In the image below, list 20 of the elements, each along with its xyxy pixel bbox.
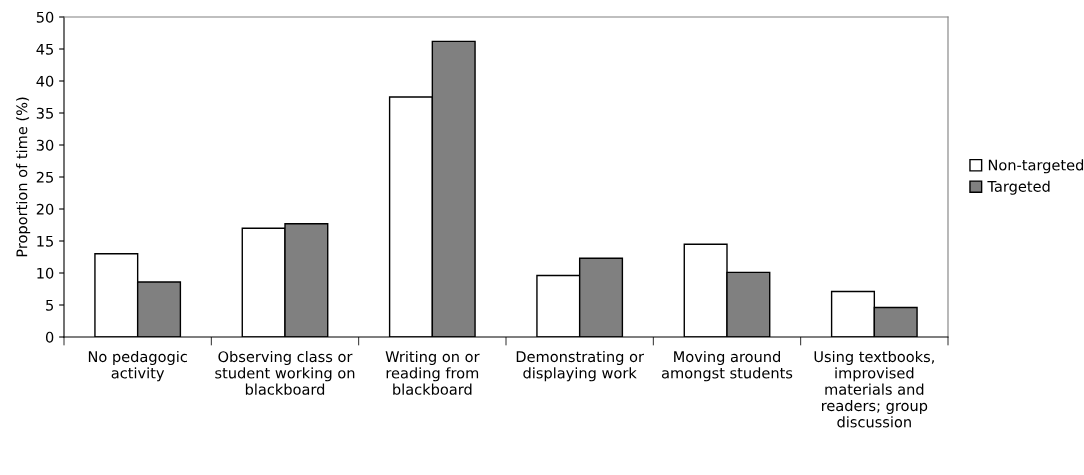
y-axis-title: Proportion of time (%) (16, 97, 31, 257)
y-tick-label: 40 (36, 75, 54, 87)
x-tick-label: Demonstrating or displaying work (516, 350, 644, 382)
legend-label: Non-targeted (988, 159, 1084, 174)
y-tick-label: 35 (36, 107, 53, 119)
y-tick-label: 45 (36, 43, 53, 55)
y-tick-label: 10 (37, 267, 54, 279)
y-tick-label: 5 (46, 299, 53, 311)
y-tick-label: 0 (45, 331, 54, 343)
x-tick-label: Moving around amongst students (661, 350, 793, 382)
x-tick-label: No pedagogic activity (88, 350, 187, 382)
y-tick-label: 50 (36, 11, 54, 23)
x-tick-label: Writing on or reading from blackboard (385, 350, 480, 395)
y-tick-label: 30 (36, 139, 54, 151)
y-tick-label: 25 (36, 171, 53, 183)
y-tick-label: 20 (36, 203, 54, 215)
y-tick-label: 15 (37, 235, 53, 247)
x-tick-label: Using textbooks, improvised materials and readers; group discussion (814, 350, 934, 428)
legend-label: Targeted (987, 180, 1050, 195)
x-tick-label: Observing class or student working on blackboard (215, 350, 355, 395)
